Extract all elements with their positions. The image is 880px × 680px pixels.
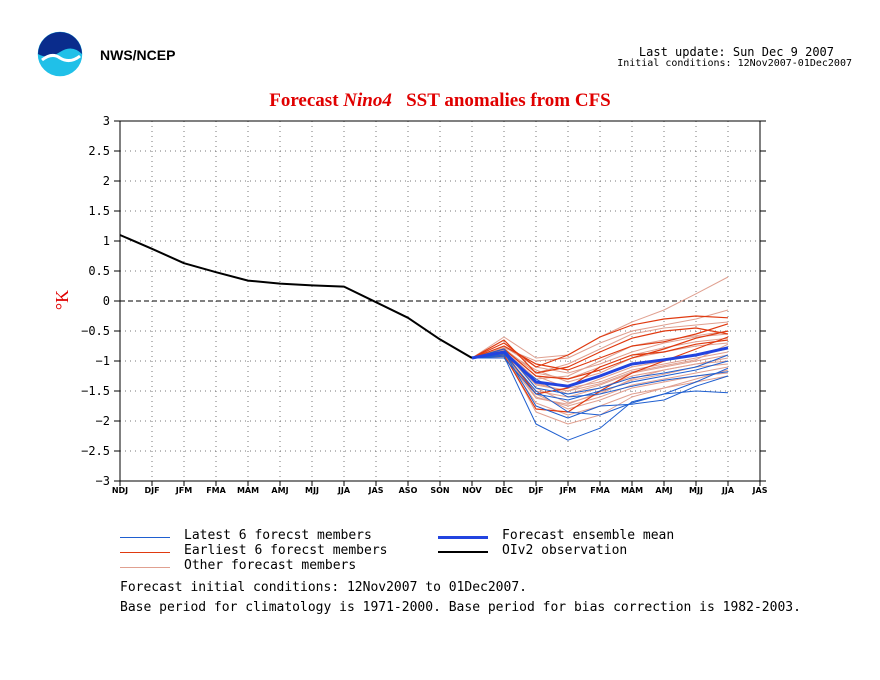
y-tick-label: −2.5	[81, 444, 110, 458]
x-tick-label: MAM	[237, 486, 259, 495]
series-latest-5	[472, 357, 729, 401]
agency-label: NWS/NCEP	[100, 47, 176, 63]
x-tick-label: AMJ	[655, 486, 672, 495]
legend-label-observation: OIv2 observation	[502, 543, 628, 558]
legend-line-observation	[438, 551, 488, 553]
series-earliest-2	[471, 327, 729, 374]
noaa-logo	[36, 30, 84, 78]
x-tick-label: JFM	[175, 486, 192, 495]
grid-layer	[120, 121, 760, 481]
x-tick-label: JJA	[337, 486, 351, 495]
y-tick-label: −0.5	[81, 324, 110, 338]
legend-line-other	[120, 567, 170, 568]
footnote-initial-conditions: Forecast initial conditions: 12Nov2007 t…	[120, 580, 527, 595]
last-update-label: Last update: Sun Dec 9 2007	[638, 45, 834, 59]
x-tick-label: JFM	[559, 486, 576, 495]
y-tick-label: −1	[96, 354, 110, 368]
y-tick-label: −3	[96, 474, 110, 488]
chart-title: Forecast Nino4 SST anomalies from CFS	[0, 90, 880, 112]
footnote-base-period: Base period for climatology is 1971-2000…	[120, 600, 801, 615]
y-axis-label: °K	[52, 290, 72, 310]
x-tick-label: JAS	[368, 486, 384, 495]
legend-line-latest	[120, 537, 170, 538]
y-tick-label: 2	[103, 174, 110, 188]
series-other-14	[471, 354, 729, 410]
x-tick-label: ASO	[399, 486, 418, 495]
legend-label-mean: Forecast ensemble mean	[502, 528, 675, 543]
series-mean-1	[471, 346, 729, 388]
y-tick-label: −1.5	[81, 384, 110, 398]
x-tick-label: AMJ	[271, 486, 288, 495]
series-observation-1	[119, 234, 473, 359]
series-earliest-5	[471, 323, 729, 371]
legend-line-earliest	[120, 552, 170, 553]
x-tick-label: SON	[430, 486, 449, 495]
x-tick-label: DJF	[144, 486, 159, 495]
title-part-2: Nino4	[343, 90, 392, 111]
y-tick-label: 1.5	[88, 204, 110, 218]
x-tick-label: JJA	[721, 486, 735, 495]
y-tick-label: −2	[96, 414, 110, 428]
series-other-15	[471, 333, 729, 374]
x-tick-label: MAM	[621, 486, 643, 495]
x-tick-label: JAS	[752, 486, 768, 495]
legend-label-latest: Latest 6 forecst members	[184, 528, 372, 543]
x-tick-label: MJJ	[689, 486, 703, 495]
x-tick-label: FMA	[206, 486, 226, 495]
series-latest-1	[471, 353, 729, 416]
title-part-3: SST anomalies from CFS	[406, 90, 611, 111]
y-tick-label: 0.5	[88, 264, 110, 278]
x-tick-label: DEC	[495, 486, 513, 495]
x-tick-label: MJJ	[305, 486, 319, 495]
members-layer	[119, 234, 729, 441]
x-tick-label: NOV	[462, 486, 482, 495]
legend-line-mean	[438, 536, 488, 539]
legend-label-earliest: Earliest 6 forecst members	[184, 543, 388, 558]
series-earliest-4	[471, 330, 729, 380]
title-part-1: Forecast	[269, 90, 339, 111]
x-tick-label: FMA	[590, 486, 610, 495]
x-tick-label: NDJ	[112, 486, 128, 495]
y-tick-label: 1	[103, 234, 110, 248]
y-tick-label: 2.5	[88, 144, 110, 158]
series-latest-2	[471, 355, 729, 441]
y-tick-label: 0	[103, 294, 110, 308]
initial-conditions-label: Initial conditions: 12Nov2007-01Dec2007	[617, 58, 852, 69]
y-tick-label: 3	[103, 114, 110, 128]
legend-label-other: Other forecast members	[184, 558, 357, 573]
x-tick-label: DJF	[528, 486, 543, 495]
